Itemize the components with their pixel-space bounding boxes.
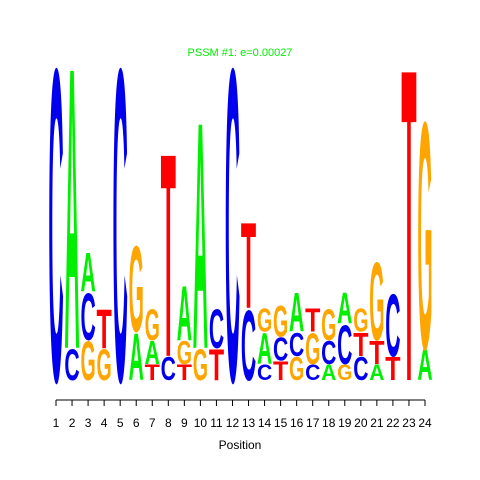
logo-letter: T — [305, 301, 320, 339]
logo-letter: G — [369, 240, 384, 364]
logo-letter: A — [369, 360, 384, 385]
x-tick-label: 23 — [402, 416, 416, 430]
logo-letter: C — [321, 333, 336, 371]
logo-letter: G — [321, 300, 336, 350]
logo-letter: G — [353, 301, 368, 339]
logo-letter: T — [209, 340, 224, 390]
logo-letter: G — [305, 324, 320, 374]
logo-letter: T — [385, 349, 400, 387]
x-tick-label: 11 — [210, 416, 223, 430]
x-tick-label: 22 — [386, 416, 400, 430]
logo-letter: C — [337, 314, 352, 376]
x-tick-label: 1 — [53, 416, 60, 430]
x-tick-label: 3 — [85, 416, 92, 430]
logo-letter: C — [353, 349, 368, 387]
x-axis-label: Position — [219, 438, 262, 452]
logo-letter: T — [401, 0, 416, 475]
logo-letter: C — [273, 330, 288, 368]
logo-letter: C — [209, 298, 224, 360]
x-tick-label: 19 — [338, 416, 352, 430]
logo-letter: C — [80, 280, 95, 355]
logo-letter: A — [64, 0, 79, 434]
x-tick-label: 13 — [242, 416, 256, 430]
logo-letter: G — [289, 349, 304, 387]
x-tick-label: 24 — [418, 416, 432, 430]
logo-letter: C — [161, 349, 176, 387]
x-tick-label: 10 — [194, 416, 208, 430]
logo-letter: G — [145, 300, 160, 350]
logo-letter: T — [369, 333, 384, 371]
logo-letter: G — [129, 221, 144, 358]
logo-letter: G — [337, 360, 352, 385]
logo-letter: C — [289, 325, 304, 363]
logo-letter: G — [193, 340, 208, 390]
logo-letter: T — [353, 325, 368, 363]
logo-letter: T — [97, 298, 112, 360]
logo-letter: G — [97, 340, 112, 390]
logo-letter: G — [177, 333, 192, 371]
logo-letter: C — [48, 0, 63, 475]
logo-letter: C — [64, 340, 79, 390]
x-tick-label: 6 — [133, 416, 140, 430]
logo-letter: T — [161, 94, 176, 419]
logo-letter: G — [273, 297, 288, 347]
x-tick-label: 7 — [149, 416, 156, 430]
x-tick-label: 9 — [181, 416, 188, 430]
logo-letter: G — [417, 55, 432, 417]
x-tick-label: 16 — [290, 416, 304, 430]
logo-letter: A — [129, 320, 144, 395]
logo-letter: G — [257, 301, 272, 339]
logo-letter: A — [193, 55, 208, 417]
logo-letter: T — [273, 356, 288, 386]
logo-letter: A — [321, 360, 336, 385]
logo-letter: A — [337, 284, 352, 334]
x-tick-label: 20 — [354, 416, 368, 430]
logo-letter: G — [80, 330, 95, 392]
logo-letter: C — [257, 360, 272, 385]
logo-letter: C — [305, 360, 320, 385]
x-tick-label: 17 — [306, 416, 320, 430]
chart-title: PSSM #1: e=0.00027 — [188, 47, 293, 59]
logo-letter: A — [289, 282, 304, 344]
logo-letter: T — [241, 197, 256, 334]
x-tick-label: 4 — [101, 416, 108, 430]
logo-letter: T — [177, 360, 192, 385]
x-tick-label: 5 — [117, 416, 124, 430]
x-tick-label: 15 — [274, 416, 288, 430]
logo-letter: A — [80, 242, 95, 304]
logo-letter: A — [177, 270, 192, 357]
x-tick-label: 14 — [258, 416, 272, 430]
x-tick-label: 18 — [322, 416, 336, 430]
x-tick-label: 12 — [226, 416, 240, 430]
logo-letter: A — [145, 333, 160, 371]
logo-letter: C — [385, 276, 400, 376]
logo-letter: A — [257, 324, 272, 374]
logo-letter: A — [417, 340, 432, 390]
x-tick-label: 8 — [165, 416, 172, 430]
logo-letter: C — [225, 0, 240, 475]
logo-letter: T — [145, 360, 160, 385]
x-tick-label: 2 — [69, 416, 76, 430]
logo-letter: C — [113, 0, 128, 475]
logo-letter: C — [241, 290, 256, 402]
x-tick-label: 21 — [370, 416, 384, 430]
